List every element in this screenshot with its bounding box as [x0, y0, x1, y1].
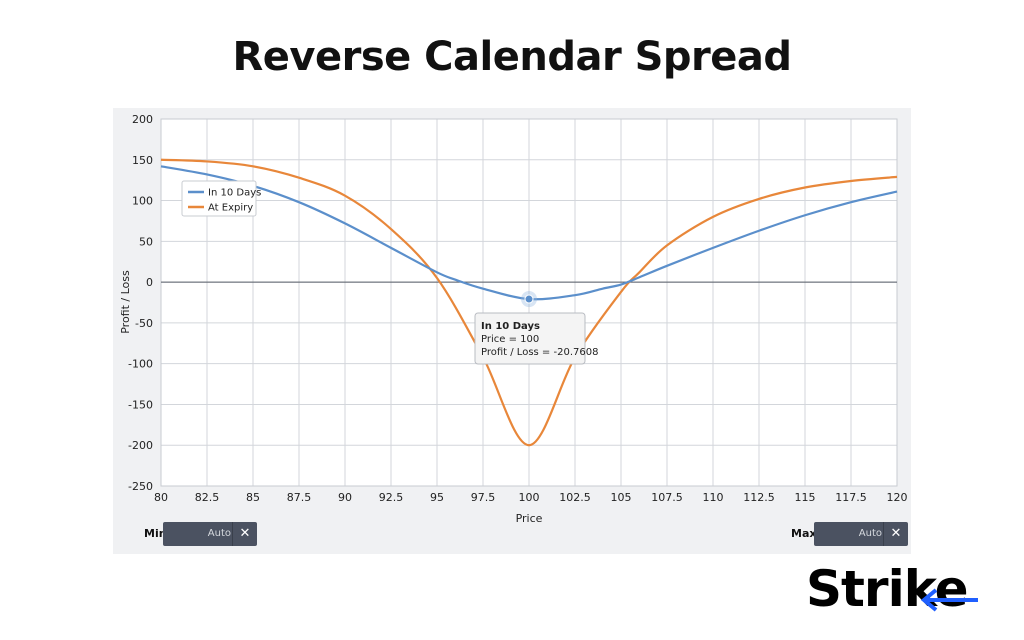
chart-panel: 80 82.5 85 87.5 90 92.5 95 97.5 100 102.5 105 107.5… — [113, 108, 911, 554]
y-tick-label: -100 — [128, 358, 153, 371]
max-label: Max — [791, 527, 817, 540]
y-tick-label: -50 — [135, 317, 153, 330]
brand-logo-text: Strike — [806, 560, 969, 618]
x-tick-label: 97.5 — [471, 491, 496, 504]
min-control[interactable]: Auto ✕ — [163, 522, 257, 546]
series-line-at-expiry[interactable] — [160, 158, 898, 447]
max-clear-button[interactable]: ✕ — [883, 522, 908, 546]
arrow-icon — [920, 588, 978, 612]
x-tick-label: 105 — [611, 491, 632, 504]
min-input[interactable]: Auto — [207, 528, 231, 539]
tooltip-box — [474, 312, 586, 365]
brand-logo: Strike — [806, 560, 996, 618]
page-title: Reverse Calendar Spread — [232, 34, 792, 80]
close-icon: ✕ — [239, 526, 251, 541]
hover-marker — [524, 294, 534, 304]
legend[interactable]: In 10 Days At Expiry — [181, 180, 261, 217]
x-tick-label: 117.5 — [835, 491, 867, 504]
x-tick-label: 87.5 — [287, 491, 312, 504]
legend-label-at-expiry[interactable]: At Expiry — [208, 203, 253, 214]
legend-label-in-10-days[interactable]: In 10 Days — [208, 188, 261, 199]
max-input[interactable]: Auto — [858, 528, 882, 539]
tooltip-series: In 10 Days — [481, 321, 540, 332]
plot-border — [160, 118, 898, 487]
x-tick-label: 90 — [338, 491, 352, 504]
x-tick-label: 95 — [430, 491, 444, 504]
close-icon: ✕ — [890, 526, 902, 541]
x-tick-label: 110 — [703, 491, 724, 504]
x-tick-label: 120 — [887, 491, 908, 504]
y-tick-label: -150 — [128, 398, 153, 411]
max-control[interactable]: Auto ✕ — [814, 522, 908, 546]
tooltip-price: Price = 100 — [481, 334, 539, 345]
tooltip: In 10 Days Price = 100 Profit / Loss = -… — [474, 312, 598, 365]
y-tick-label: 50 — [139, 235, 153, 248]
x-tick-label: 107.5 — [651, 491, 683, 504]
x-tick-label: 82.5 — [195, 491, 220, 504]
x-tick-label: 92.5 — [379, 491, 404, 504]
y-axis-title: Profit / Loss — [119, 270, 132, 334]
y-tick-label: 100 — [132, 195, 153, 208]
x-tick-label: 102.5 — [559, 491, 591, 504]
y-tick-label: 150 — [132, 154, 153, 167]
y-tick-label: 0 — [146, 276, 153, 289]
min-label: Min — [144, 527, 167, 540]
x-tick-label: 112.5 — [743, 491, 775, 504]
series-layer — [160, 158, 898, 447]
y-tick-label: 200 — [132, 113, 153, 126]
x-tick-label: 85 — [246, 491, 260, 504]
x-tick-label: 80 — [154, 491, 168, 504]
x-tick-label: 100 — [519, 491, 540, 504]
x-tick-label: 115 — [795, 491, 816, 504]
min-clear-button[interactable]: ✕ — [232, 522, 257, 546]
series-line-in-10-days[interactable] — [160, 165, 898, 301]
payoff-chart: 80 82.5 85 87.5 90 92.5 95 97.5 100 102.5 105 107.5… — [113, 108, 911, 554]
y-tick-labels: 200 150 100 50 0 -50 -100 -150 -200 -250 — [128, 113, 153, 493]
tooltip-profit-loss: Profit / Loss = -20.7608 — [481, 347, 598, 358]
y-tick-label: -250 — [128, 480, 153, 493]
y-tick-label: -200 — [128, 439, 153, 452]
x-tick-labels: 80 82.5 85 87.5 90 92.5 95 97.5 100 102.5 105 107.5… — [154, 491, 908, 504]
x-axis-title: Price — [516, 512, 543, 525]
